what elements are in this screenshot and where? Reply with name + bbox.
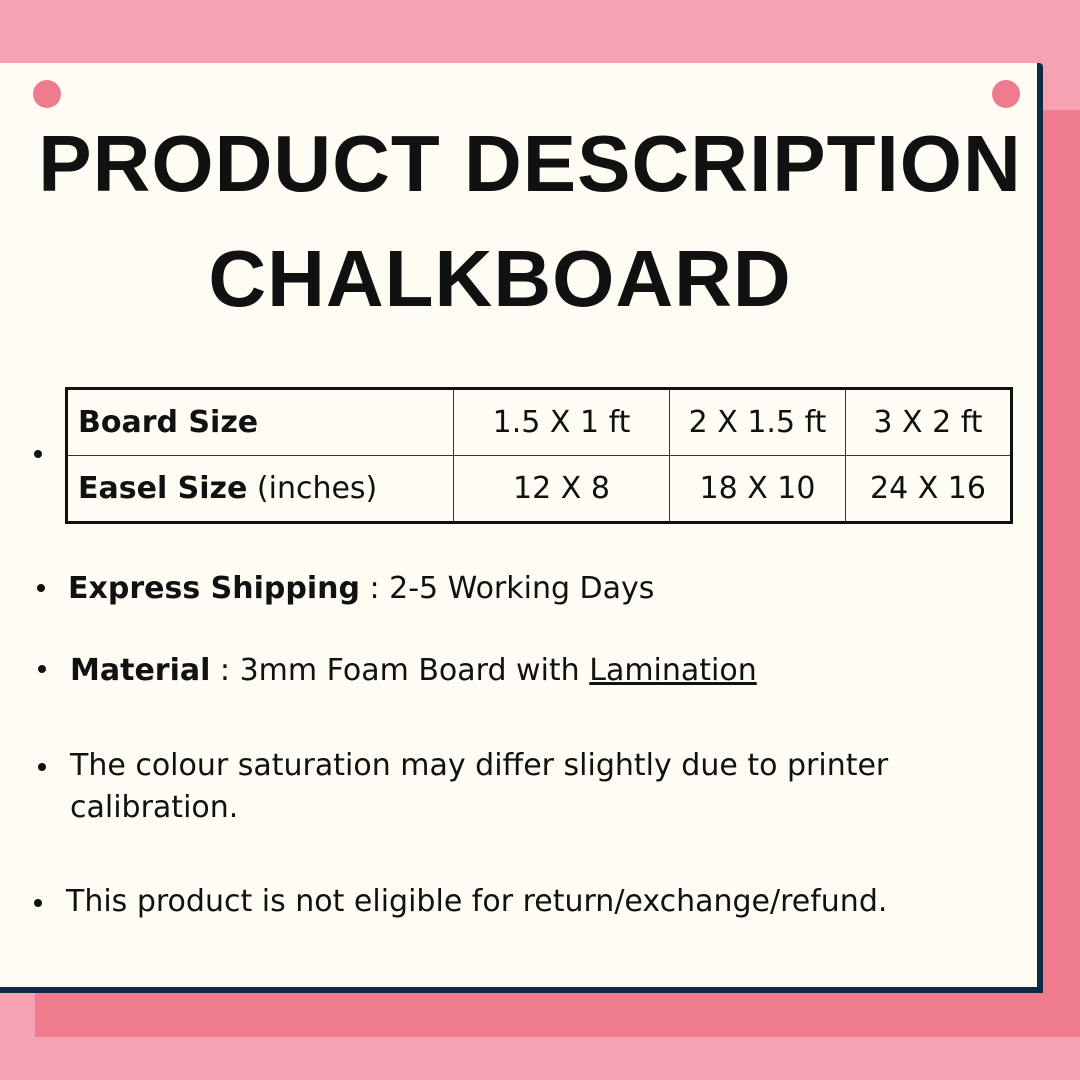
bullet-dot	[37, 584, 45, 592]
table-cell: 18 X 10	[669, 455, 846, 523]
row-label-suffix: (inches)	[247, 471, 378, 506]
table-cell: 12 X 8	[453, 455, 670, 523]
pin-left	[33, 80, 61, 108]
bullet-dot	[38, 665, 46, 673]
table-row: Easel Size (inches) 12 X 8 18 X 10 24 X …	[66, 455, 1012, 523]
description-card	[0, 63, 1043, 993]
size-table: Board Size 1.5 X 1 ft 2 X 1.5 ft 3 X 2 f…	[65, 387, 1013, 524]
bullet-dot	[34, 450, 42, 458]
bullet-dot	[34, 899, 42, 907]
bullet-dot	[38, 763, 46, 771]
lamination-link: Lamination	[589, 653, 757, 688]
table-cell: 1.5 X 1 ft	[453, 388, 670, 456]
table-cell: 2 X 1.5 ft	[669, 388, 846, 456]
returns-bullet: This product is not eligible for return/…	[66, 884, 888, 919]
table-row: Board Size 1.5 X 1 ft 2 X 1.5 ft 3 X 2 f…	[66, 388, 1012, 456]
row-label: Easel Size	[78, 471, 248, 506]
table-cell: 24 X 16	[845, 455, 1012, 523]
material-bullet: Material : 3mm Foam Board with Laminatio…	[70, 653, 757, 688]
colour-bullet: The colour saturation may differ slightl…	[70, 748, 889, 825]
row-label: Board Size	[78, 405, 259, 440]
shipping-bullet: Express Shipping : 2-5 Working Days	[68, 571, 655, 606]
page-title: PRODUCT DESCRIPTION	[38, 119, 1022, 208]
pin-right	[992, 80, 1020, 108]
page-subtitle: CHALKBOARD	[208, 234, 792, 323]
table-cell: 3 X 2 ft	[845, 388, 1012, 456]
